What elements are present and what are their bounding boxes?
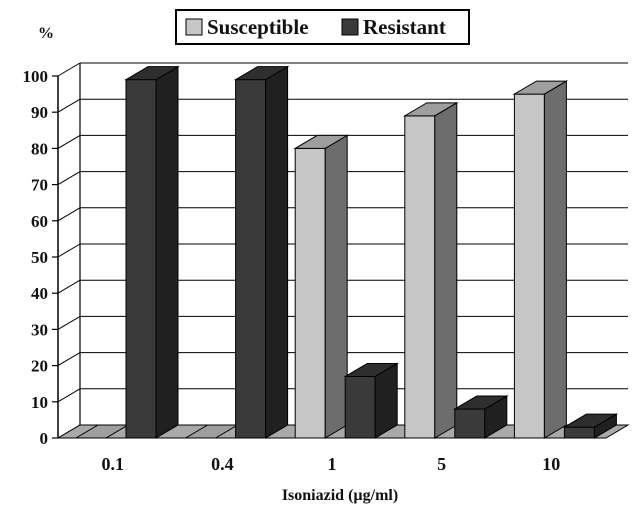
gridline-depth	[57, 207, 81, 222]
y-tick-label: 40	[31, 284, 48, 303]
bar-susceptible-5	[402, 101, 459, 439]
bar-resistant-0.1-top	[124, 66, 180, 81]
x-tick-label: 0.1	[102, 454, 125, 474]
legend-swatch-resistant	[341, 18, 359, 36]
y-tick-label: 80	[31, 139, 48, 158]
bar-resistant-0.1-front	[125, 79, 157, 439]
bar-resistant-0.4	[233, 65, 290, 439]
gridline-depth	[57, 243, 81, 258]
gridline-depth	[57, 315, 81, 330]
legend-frame	[175, 9, 470, 45]
bar-susceptible-10-side	[543, 80, 567, 439]
legend: Susceptible Resistant	[175, 9, 470, 45]
bar-resistant-0.1-side	[155, 65, 179, 439]
x-tick-label: 0.4	[211, 454, 234, 474]
bar-resistant-1-top	[343, 362, 400, 377]
bar-susceptible-5-top	[402, 102, 459, 117]
x-tick-label: 1	[328, 454, 337, 474]
x-axis-title: Isoniazid (µg/ml)	[282, 487, 398, 504]
y-axis-title: %	[38, 25, 54, 42]
legend-label-susceptible: Susceptible	[207, 15, 309, 39]
bar-susceptible-1-side	[324, 134, 348, 439]
bar-susceptible-5-side	[434, 101, 458, 439]
y-tick-label: 0	[40, 429, 49, 448]
y-tick-label: 50	[31, 248, 48, 267]
bar-susceptible-5-front	[404, 115, 436, 439]
gridline-depth	[57, 98, 81, 113]
bar-susceptible-1-front	[294, 147, 326, 439]
bar-resistant-1-front	[344, 375, 376, 439]
y-tick-label: 90	[31, 103, 48, 122]
x-tick-label: 5	[437, 454, 446, 474]
bar-resistant-5	[452, 395, 509, 439]
gridline-depth	[57, 62, 81, 77]
bar-resistant-0.1	[124, 65, 180, 439]
bar-resistant-0.4-front	[235, 79, 267, 439]
y-tick-label: 20	[31, 357, 48, 376]
bar-resistant-1	[343, 362, 400, 439]
gridline-depth	[57, 388, 81, 403]
bar-resistant-0.4-top	[233, 66, 290, 81]
gridline-depth	[57, 134, 81, 149]
y-tick-label: 70	[31, 176, 48, 195]
gridline-depth	[57, 352, 81, 367]
bar-susceptible-10	[512, 80, 569, 439]
gridline-depth	[57, 171, 81, 186]
bar-resistant-5-front	[454, 408, 486, 439]
legend-swatch-susceptible	[185, 18, 203, 36]
y-tick-label: 10	[31, 393, 48, 412]
bar-resistant-10	[562, 413, 619, 439]
y-tick-label: 100	[23, 67, 49, 86]
bar-susceptible-10-top	[512, 80, 569, 95]
bar-susceptible-1	[293, 134, 350, 439]
bar-susceptible-10-front	[513, 93, 545, 439]
y-tick-label: 30	[31, 320, 48, 339]
bar-resistant-10-top	[562, 413, 619, 428]
bar-susceptible-1-top	[293, 134, 350, 149]
bar-resistant-10-front	[563, 426, 595, 439]
legend-label-resistant: Resistant	[363, 15, 446, 39]
bar-resistant-5-top	[452, 395, 509, 410]
bar-resistant-0.4-side	[265, 65, 289, 439]
gridline-depth	[57, 279, 81, 294]
x-tick-label: 10	[542, 454, 560, 474]
y-tick-label: 60	[31, 212, 48, 231]
